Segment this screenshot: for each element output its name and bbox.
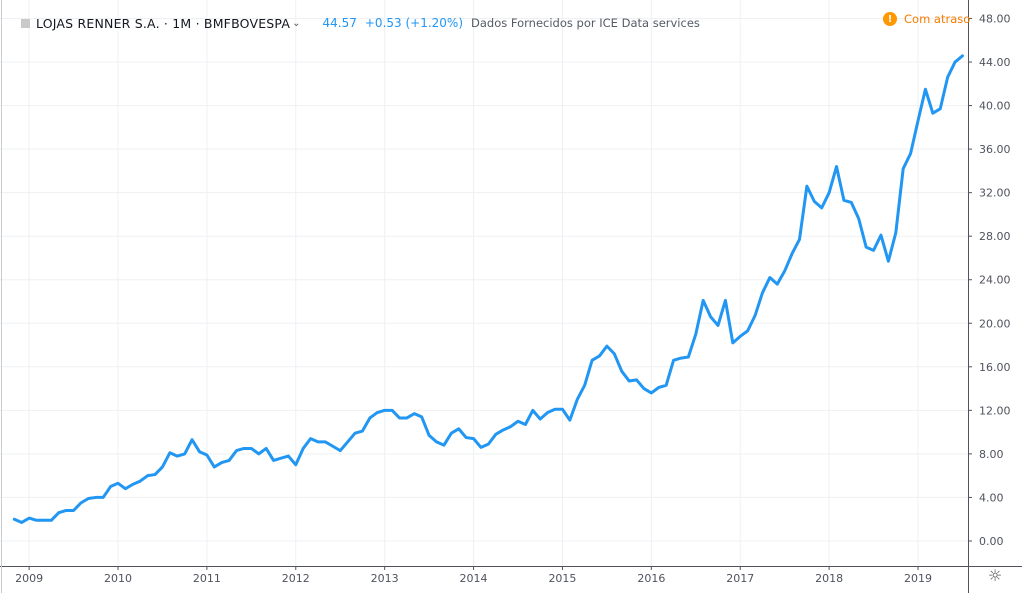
y-tick-label: 44.00	[979, 56, 1011, 69]
y-tick-label: 32.00	[979, 187, 1011, 200]
x-tick-label: 2019	[904, 572, 932, 585]
y-tick-label: 12.00	[979, 404, 1011, 417]
x-tick-label: 2011	[193, 572, 221, 585]
y-tick-label: 8.00	[979, 448, 1004, 461]
x-tick-label: 2017	[726, 572, 754, 585]
price-change: +0.53 (+1.20%)	[364, 16, 464, 30]
y-tick-label: 20.00	[979, 317, 1011, 330]
x-tick-label: 2010	[104, 572, 132, 585]
x-tick-label: 2009	[15, 572, 43, 585]
symbol-square-icon	[21, 18, 30, 28]
x-tick-label: 2018	[815, 572, 843, 585]
x-tick-label: 2013	[371, 572, 399, 585]
y-tick-label: 4.00	[979, 491, 1004, 504]
data-provider-note: Dados Fornecidos por ICE Data services	[471, 16, 700, 30]
chart-legend: LOJAS RENNER S.A. · 1M · BMFBOVESPA ⌄ 44…	[0, 13, 700, 33]
y-tick-label: 24.00	[979, 274, 1011, 287]
series-layer	[12, 54, 964, 524]
y-tick-label: 48.00	[979, 13, 1011, 26]
last-price: 44.57	[322, 16, 357, 30]
y-tick-label: 0.00	[979, 535, 1004, 548]
symbol-title[interactable]: LOJAS RENNER S.A. · 1M · BMFBOVESPA	[36, 15, 291, 31]
x-tick-label: 2015	[548, 572, 576, 585]
y-tick-label: 28.00	[979, 230, 1011, 243]
grid-lines	[0, 0, 968, 566]
warning-icon: !	[883, 12, 897, 26]
x-axis-ticks: 2009 2010 2011 2012 2013 2014 2015 2016 2017 2018…	[15, 566, 932, 585]
price-line	[12, 54, 964, 524]
y-tick-label: 40.00	[979, 100, 1011, 113]
y-tick-label: 36.00	[979, 143, 1011, 156]
x-tick-label: 2016	[637, 572, 665, 585]
delayed-data-badge[interactable]: ! Com atraso	[883, 12, 970, 26]
chevron-down-icon[interactable]: ⌄	[292, 17, 301, 29]
delay-label: Com atraso	[904, 12, 971, 26]
y-axis-ticks: 0.00 4.00 8.00 12.00 16.00 20.00 24.00 28.00 32.…	[968, 13, 1011, 548]
x-tick-label: 2012	[282, 572, 310, 585]
y-tick-label: 16.00	[979, 361, 1011, 374]
settings-icon[interactable]: ☼	[987, 565, 1003, 585]
x-tick-label: 2014	[460, 572, 488, 585]
